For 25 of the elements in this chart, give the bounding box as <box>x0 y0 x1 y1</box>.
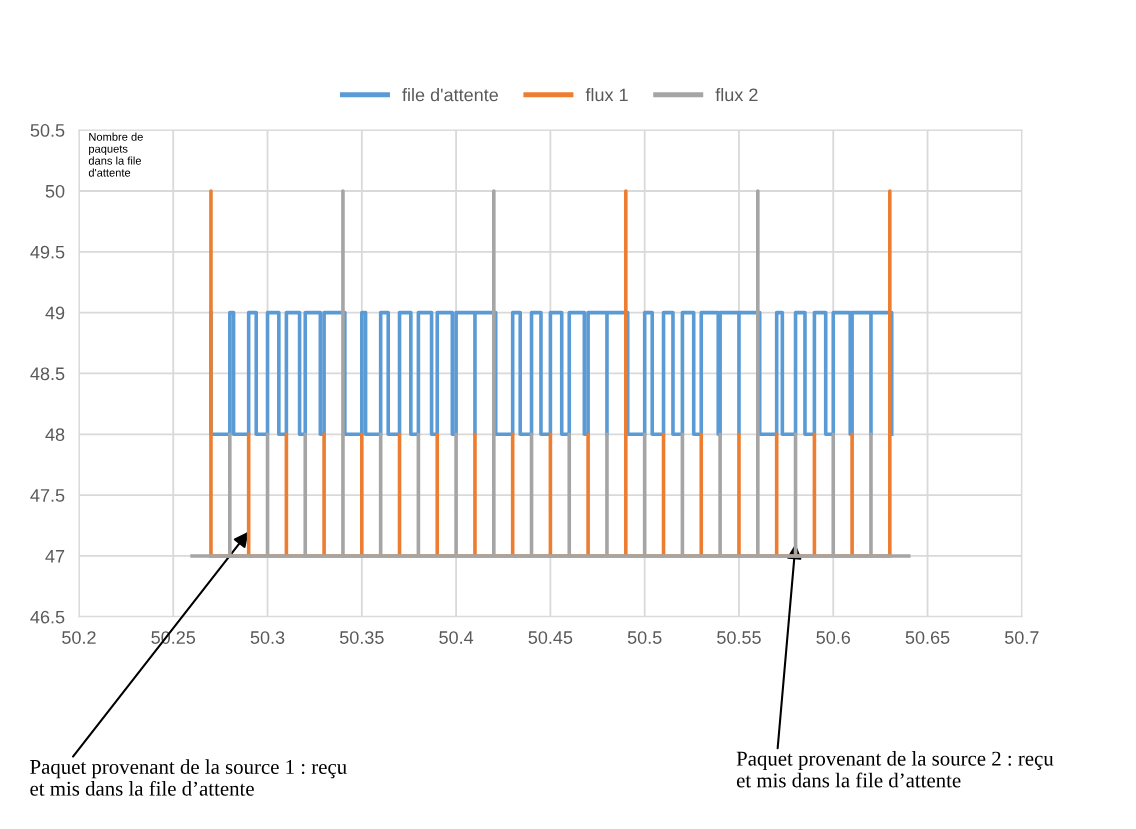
y-tick-label: 49.5 <box>30 245 65 259</box>
x-tick-label: 50.6 <box>816 631 851 644</box>
annotation: Paquet provenant de la source 2 : reçu et mis dans la file d’attente <box>736 751 1054 788</box>
x-tick-label: 50.65 <box>905 631 950 644</box>
y-tick-label: 49 <box>45 306 65 320</box>
x-tick-label: 50.35 <box>339 631 384 644</box>
legend-label: file d'attente <box>402 88 498 102</box>
y-tick-label: 47 <box>45 550 65 563</box>
legend-label: flux 2 <box>715 88 758 102</box>
x-tick-label: 50.3 <box>250 631 285 644</box>
x-tick-label: 50.7 <box>1004 631 1039 644</box>
y-tick-label: 47.5 <box>30 489 65 502</box>
y-axis-title: Nombre de paquets dans la file d'attente <box>88 132 143 177</box>
y-tick-label: 50.5 <box>30 124 65 137</box>
y-tick-label: 48.5 <box>30 367 65 381</box>
x-tick-label: 50.45 <box>528 631 573 644</box>
x-tick-label: 50.5 <box>627 631 662 644</box>
y-tick-label: 46.5 <box>30 610 65 624</box>
x-tick-label: 50.4 <box>439 631 474 644</box>
annotation: Paquet provenant de la source 1 : reçu et mis dans la file d’attente <box>30 759 347 796</box>
legend-label: flux 1 <box>585 88 628 102</box>
y-tick-label: 48 <box>45 428 65 442</box>
y-tick-label: 50 <box>45 184 65 198</box>
x-tick-label: 50.55 <box>717 631 761 644</box>
x-tick-label: 50.2 <box>62 631 96 644</box>
